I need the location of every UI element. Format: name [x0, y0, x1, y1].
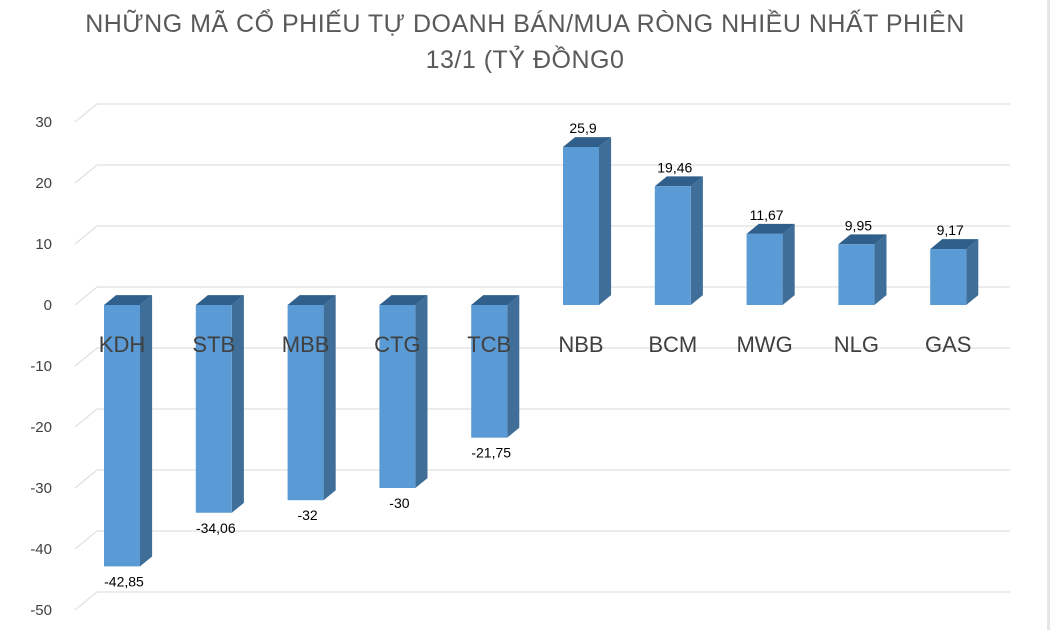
bar-side [782, 223, 795, 305]
gridline-depth [74, 530, 98, 550]
bar-nbb [563, 137, 612, 305]
bar-front [746, 233, 783, 305]
bar-front [654, 186, 691, 305]
gridline-depth [74, 347, 98, 367]
gridlines [74, 103, 1010, 611]
bar-top [104, 295, 153, 305]
bar-top [471, 295, 520, 305]
bar-top [930, 239, 979, 250]
y-tick-label: 20 [35, 175, 52, 192]
chart-title: NHỮNG MÃ CỔ PHIẾU TỰ DOANH BÁN/MUA RÒNG … [0, 6, 1050, 78]
bar-front [563, 147, 599, 305]
bar-side [599, 137, 612, 305]
gridline-depth [74, 103, 98, 123]
category-label: NLG [834, 332, 879, 357]
data-label: 11,67 [750, 207, 784, 223]
category-label: KDH [99, 332, 145, 357]
y-tick-label: -20 [30, 419, 52, 436]
data-label: 9,17 [937, 222, 964, 238]
gridline-depth [74, 225, 98, 245]
y-tick-label: 10 [35, 236, 52, 253]
y-tick-label: -50 [30, 602, 52, 619]
bar-tcb [471, 295, 520, 438]
right-border [1047, 0, 1050, 630]
y-tick-label: -30 [30, 480, 52, 497]
category-labels: KDH STB MBB CTG TCB NBB BCM MWG NLG GAS [99, 332, 972, 357]
y-tick-label: -40 [30, 541, 52, 558]
bar-top [379, 295, 428, 305]
category-label: NBB [558, 332, 603, 357]
category-label: BCM [648, 332, 697, 357]
bar-top [838, 234, 887, 245]
bar-ctg [379, 295, 428, 488]
bar-front [287, 305, 324, 501]
category-label: CTG [374, 332, 420, 357]
y-tick-label: -10 [30, 358, 52, 375]
data-labels: -42,85 -34,06 -32 -30 -21,75 25,9 19,46 11,67 9,… [104, 120, 964, 589]
bar-top [195, 295, 244, 305]
chart-title-line-1: NHỮNG MÃ CỔ PHIẾU TỰ DOANH BÁN/MUA RÒNG … [85, 10, 965, 38]
category-label: MBB [282, 332, 330, 357]
bar-front [471, 305, 508, 438]
data-label: -21,75 [471, 445, 511, 461]
bar-front [104, 305, 140, 567]
y-tick-label: 30 [35, 114, 52, 131]
bar-top [654, 176, 703, 187]
gridline-depth [74, 286, 98, 306]
bar-side [690, 176, 703, 305]
bar-top [287, 295, 336, 305]
bar-top [563, 137, 612, 148]
bar-side [874, 234, 887, 305]
gridline-depth [74, 469, 98, 489]
data-label: 19,46 [657, 159, 692, 175]
y-axis-ticks: 30 20 10 0 -10 -20 -30 -40 -50 [30, 114, 52, 619]
bar-side [507, 295, 520, 438]
bar-bcm [654, 176, 703, 305]
bars [104, 137, 979, 567]
gridline-depth [74, 591, 98, 611]
bar-side [231, 295, 244, 513]
category-label: GAS [925, 332, 971, 357]
data-label: 25,9 [569, 120, 596, 136]
bar-front [195, 305, 232, 513]
bar-stb [195, 295, 244, 513]
bar-mbb [287, 295, 336, 501]
bar-front [379, 305, 416, 488]
category-label: STB [192, 332, 235, 357]
data-label: -30 [389, 495, 409, 511]
data-label: 9,95 [845, 217, 872, 233]
bar-mwg [746, 223, 795, 305]
bar-top [746, 223, 795, 234]
gridline-depth [74, 164, 98, 184]
category-label: TCB [467, 332, 511, 357]
gridline-depth [74, 408, 98, 428]
category-label: MWG [736, 332, 792, 357]
bar-gas [930, 239, 979, 305]
bar-side [323, 295, 336, 501]
bar-side [415, 295, 428, 488]
bar-side [140, 295, 153, 567]
data-label: -32 [297, 507, 317, 523]
data-label: -42,85 [104, 573, 144, 589]
y-tick-label: 0 [44, 297, 52, 314]
data-label: -34,06 [196, 520, 236, 536]
bar-kdh [104, 295, 153, 567]
bar-nlg [838, 234, 887, 305]
chart-title-line-2: 13/1 (TỶ ĐỒNG0 [425, 46, 625, 74]
bar-front [838, 244, 875, 305]
bar-side [966, 239, 979, 305]
bar-front [930, 249, 967, 305]
